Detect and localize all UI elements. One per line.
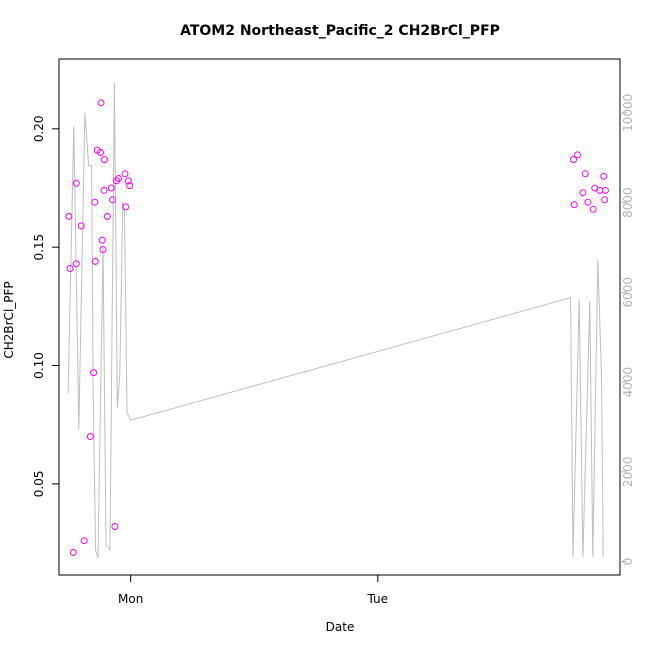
points-layer <box>65 99 609 556</box>
x-tick-label: Tue <box>367 592 389 606</box>
y2-tick-label: 2000 <box>621 457 635 488</box>
data-point <box>91 198 99 206</box>
y-tick-label: 0.05 <box>32 471 46 498</box>
data-point <box>108 196 116 204</box>
data-point <box>124 177 132 185</box>
data-point <box>126 182 134 190</box>
altitude-line <box>67 82 604 559</box>
data-point <box>91 257 99 265</box>
data-point <box>121 170 129 178</box>
data-point <box>600 172 608 180</box>
y-axis: 0.05 0.10 0.15 0.20 <box>32 115 59 497</box>
data-point <box>77 222 85 230</box>
data-point <box>601 186 609 194</box>
data-point <box>103 212 111 220</box>
y2-axis: 0 2000 4000 6000 8000 10000 <box>620 94 635 566</box>
data-point <box>90 369 98 377</box>
y2-tick-label: 10000 <box>621 94 635 132</box>
data-point <box>86 433 94 440</box>
data-point <box>66 265 74 272</box>
data-point <box>69 549 77 556</box>
data-point <box>100 186 108 194</box>
data-point <box>99 246 107 253</box>
y-tick-label: 0.20 <box>32 115 46 142</box>
data-point <box>570 156 577 164</box>
y2-tick-label: 4000 <box>621 367 635 398</box>
chart-title: ATOM2 Northeast_Pacific_2 CH2BrCl_PFP <box>180 23 500 39</box>
data-point <box>97 149 104 156</box>
data-point <box>65 212 73 220</box>
data-point <box>72 179 80 187</box>
data-point <box>579 189 587 197</box>
data-point <box>584 198 592 206</box>
y-tick-label: 0.15 <box>32 234 46 261</box>
data-point <box>101 156 108 164</box>
data-point <box>111 523 119 530</box>
data-point <box>601 196 609 204</box>
x-tick-label: Mon <box>118 592 143 606</box>
data-point <box>80 537 88 545</box>
data-point <box>122 203 130 211</box>
data-point <box>570 201 578 209</box>
y-axis-label: CH2BrCl_PFP <box>2 281 16 358</box>
data-point <box>97 99 105 107</box>
x-axis-label: Date <box>326 620 355 634</box>
x-axis: Mon Tue <box>118 575 388 606</box>
data-point <box>596 186 604 194</box>
y2-tick-label: 8000 <box>621 187 635 218</box>
y-tick-label: 0.10 <box>32 352 46 379</box>
y2-tick-label: 0 <box>621 558 635 566</box>
data-point <box>115 175 123 182</box>
data-point <box>98 236 106 244</box>
altitude-line-layer <box>67 82 604 559</box>
y2-tick-label: 6000 <box>621 277 635 308</box>
data-point <box>589 205 597 213</box>
data-point <box>581 170 589 178</box>
plot-frame <box>58 58 621 576</box>
data-point <box>574 151 581 159</box>
data-point <box>72 260 80 268</box>
data-point <box>107 184 115 192</box>
